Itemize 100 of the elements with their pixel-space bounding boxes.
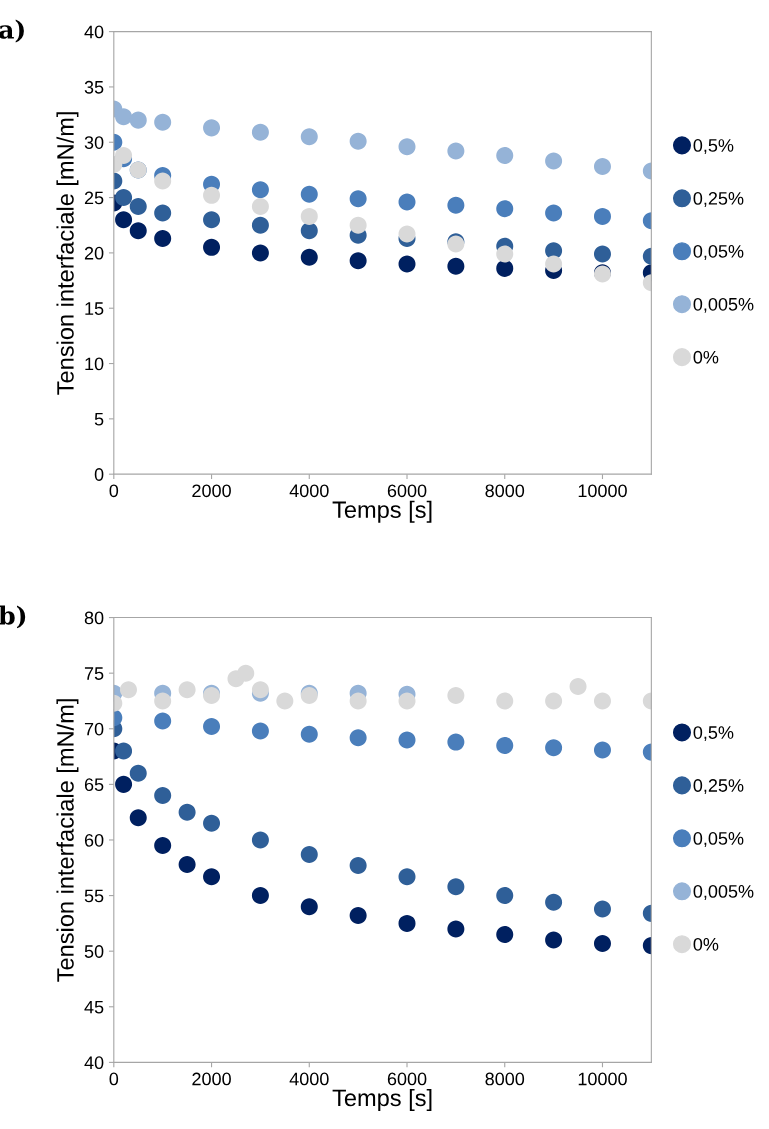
point <box>203 186 221 204</box>
legend-label: 0,25% <box>693 192 744 207</box>
point <box>349 132 367 150</box>
point <box>447 686 465 704</box>
point <box>129 222 147 240</box>
point <box>593 158 611 176</box>
point <box>593 900 611 918</box>
point <box>203 238 221 256</box>
x-tick-label: 10000 <box>578 484 627 498</box>
y-tick-label: 60 <box>84 833 104 847</box>
point <box>203 211 221 229</box>
point <box>398 692 416 710</box>
point <box>496 736 514 754</box>
point <box>251 123 269 141</box>
point <box>300 207 318 225</box>
point <box>545 931 563 949</box>
y-tick-label: 35 <box>84 80 104 94</box>
point <box>398 914 416 932</box>
point <box>398 255 416 273</box>
point <box>276 692 294 710</box>
point <box>203 718 221 736</box>
point <box>300 128 318 146</box>
point <box>251 197 269 215</box>
point <box>119 681 137 699</box>
point <box>178 803 196 821</box>
point <box>115 775 133 793</box>
point <box>154 692 172 710</box>
x-tick-label: 2000 <box>192 1072 231 1086</box>
point <box>496 926 514 944</box>
y-tick-label: 5 <box>94 412 104 426</box>
point <box>251 887 269 905</box>
point <box>545 893 563 911</box>
point <box>251 181 269 199</box>
point <box>300 898 318 916</box>
point <box>115 108 133 126</box>
y-tick-label: 55 <box>84 889 104 903</box>
x-tick-label: 0 <box>109 1072 119 1086</box>
point <box>154 712 172 730</box>
point <box>178 681 196 699</box>
point <box>154 786 172 804</box>
point <box>398 138 416 156</box>
point <box>203 814 221 832</box>
y-tick-label: 80 <box>84 611 104 625</box>
y-tick-label: 70 <box>84 722 104 736</box>
point <box>115 189 133 207</box>
point <box>545 692 563 710</box>
legend-label: 0,05% <box>693 244 744 260</box>
point <box>398 193 416 211</box>
point <box>251 722 269 740</box>
point <box>593 245 611 263</box>
point <box>251 831 269 849</box>
point <box>178 855 196 873</box>
point <box>300 222 318 240</box>
y-tick-label: 15 <box>85 302 104 315</box>
point <box>447 142 465 160</box>
point <box>349 692 367 710</box>
x-tick-label: 0 <box>109 484 119 498</box>
point <box>447 920 465 938</box>
point <box>115 211 133 229</box>
x-tick-label: 4000 <box>289 484 329 498</box>
y-axis-title: Tension interfaciale [mN/m] <box>56 699 79 982</box>
point <box>203 119 221 137</box>
y-tick-label: 75 <box>84 667 104 680</box>
y-tick-label: 0 <box>94 468 104 481</box>
point <box>496 259 514 277</box>
point <box>203 868 221 886</box>
point <box>129 197 147 215</box>
legend-label: 0,5% <box>693 726 734 742</box>
x-tick-label: 8000 <box>485 1072 525 1086</box>
x-tick-label: 2000 <box>192 484 231 498</box>
point <box>496 692 514 710</box>
y-tick-label: 25 <box>84 191 104 205</box>
legend-label: 0,005% <box>693 297 754 313</box>
point <box>129 764 147 782</box>
point <box>545 255 563 273</box>
point <box>447 196 465 214</box>
point <box>447 733 465 751</box>
y-tick-label: 40 <box>84 1056 104 1070</box>
point <box>496 887 514 905</box>
point <box>349 857 367 875</box>
point <box>251 244 269 262</box>
y-tick-label: 50 <box>84 945 104 958</box>
point <box>569 678 587 696</box>
point <box>129 809 147 827</box>
point <box>496 200 514 218</box>
y-tick-label: 20 <box>84 246 104 260</box>
point <box>593 692 611 710</box>
point <box>545 204 563 222</box>
x-axis-title: Temps [s] <box>332 500 432 523</box>
point <box>154 837 172 855</box>
point <box>237 664 255 682</box>
x-tick-label: 4000 <box>289 1072 329 1086</box>
legend-label: 0,05% <box>693 832 744 847</box>
point <box>300 725 318 743</box>
point <box>593 207 611 225</box>
x-tick-label: 8000 <box>485 484 525 498</box>
point <box>154 113 172 131</box>
y-tick-label: 65 <box>84 778 104 792</box>
y-tick-label: 40 <box>84 25 104 39</box>
y-axis-title: Tension interfaciale [mN/m] <box>56 112 79 395</box>
